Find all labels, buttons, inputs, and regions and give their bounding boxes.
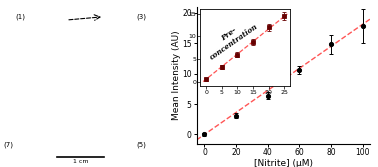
Y-axis label: Mean Intensity (AU): Mean Intensity (AU) <box>172 30 181 120</box>
Text: 1 cm: 1 cm <box>73 159 88 164</box>
Text: (7): (7) <box>4 142 14 148</box>
Text: (5): (5) <box>136 142 146 148</box>
Text: (1): (1) <box>15 13 25 20</box>
X-axis label: [Nitrite] (μM): [Nitrite] (μM) <box>254 159 313 167</box>
Text: (3): (3) <box>136 13 146 20</box>
